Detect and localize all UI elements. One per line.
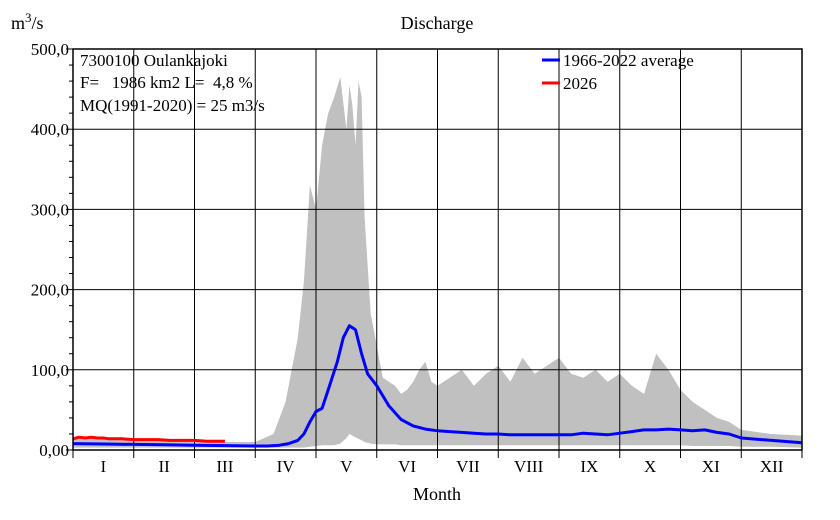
station-info-line-2: F= 1986 km2 L= 4,8 %: [80, 73, 253, 92]
y-tick-label: 400,0: [31, 120, 69, 139]
x-axis-label: Month: [413, 484, 461, 504]
x-tick-label-month: IX: [580, 457, 598, 476]
x-tick-label-month: VIII: [514, 457, 544, 476]
x-tick-label-month: I: [101, 457, 107, 476]
y-tick-label: 200,0: [31, 281, 69, 300]
chart-legend: 1966-2022 average 2026: [542, 51, 694, 93]
x-tick-label-month: XII: [760, 457, 784, 476]
y-axis-unit-superscript: 3: [25, 10, 32, 25]
x-tick-label-month: II: [158, 457, 170, 476]
legend-label-average: 1966-2022 average: [563, 51, 694, 70]
x-tick-label-month: VI: [398, 457, 416, 476]
x-tick-label-month: III: [216, 457, 233, 476]
station-info-line-3: MQ(1991-2020) = 25 m3/s: [80, 96, 265, 115]
x-tick-label-month: XI: [702, 457, 720, 476]
y-tick-label: 0,00: [39, 441, 69, 460]
station-info-line-1: 7300100 Oulankajoki: [80, 51, 228, 70]
series-line-average: [72, 324, 803, 448]
series-line-2026: [72, 435, 225, 443]
x-tick-label-month: VII: [456, 457, 480, 476]
y-axis-unit-label: m3/s: [11, 10, 44, 33]
grid-layer: [73, 49, 802, 450]
x-tick-label-month: IV: [277, 457, 296, 476]
series-layer: [72, 324, 803, 448]
x-tick-label-month: X: [644, 457, 656, 476]
y-tick-label: 100,0: [31, 361, 69, 380]
y-tick-label: 500,0: [31, 40, 69, 59]
y-axis-unit-base: m: [11, 13, 25, 33]
y-axis-unit-suffix: /s: [32, 13, 44, 33]
chart-title: Discharge: [401, 13, 474, 33]
station-info: 7300100 Oulankajoki F= 1986 km2 L= 4,8 %…: [80, 51, 265, 115]
legend-label-2026: 2026: [563, 74, 597, 93]
x-tick-label-month: V: [340, 457, 353, 476]
y-tick-label: 300,0: [31, 200, 69, 219]
